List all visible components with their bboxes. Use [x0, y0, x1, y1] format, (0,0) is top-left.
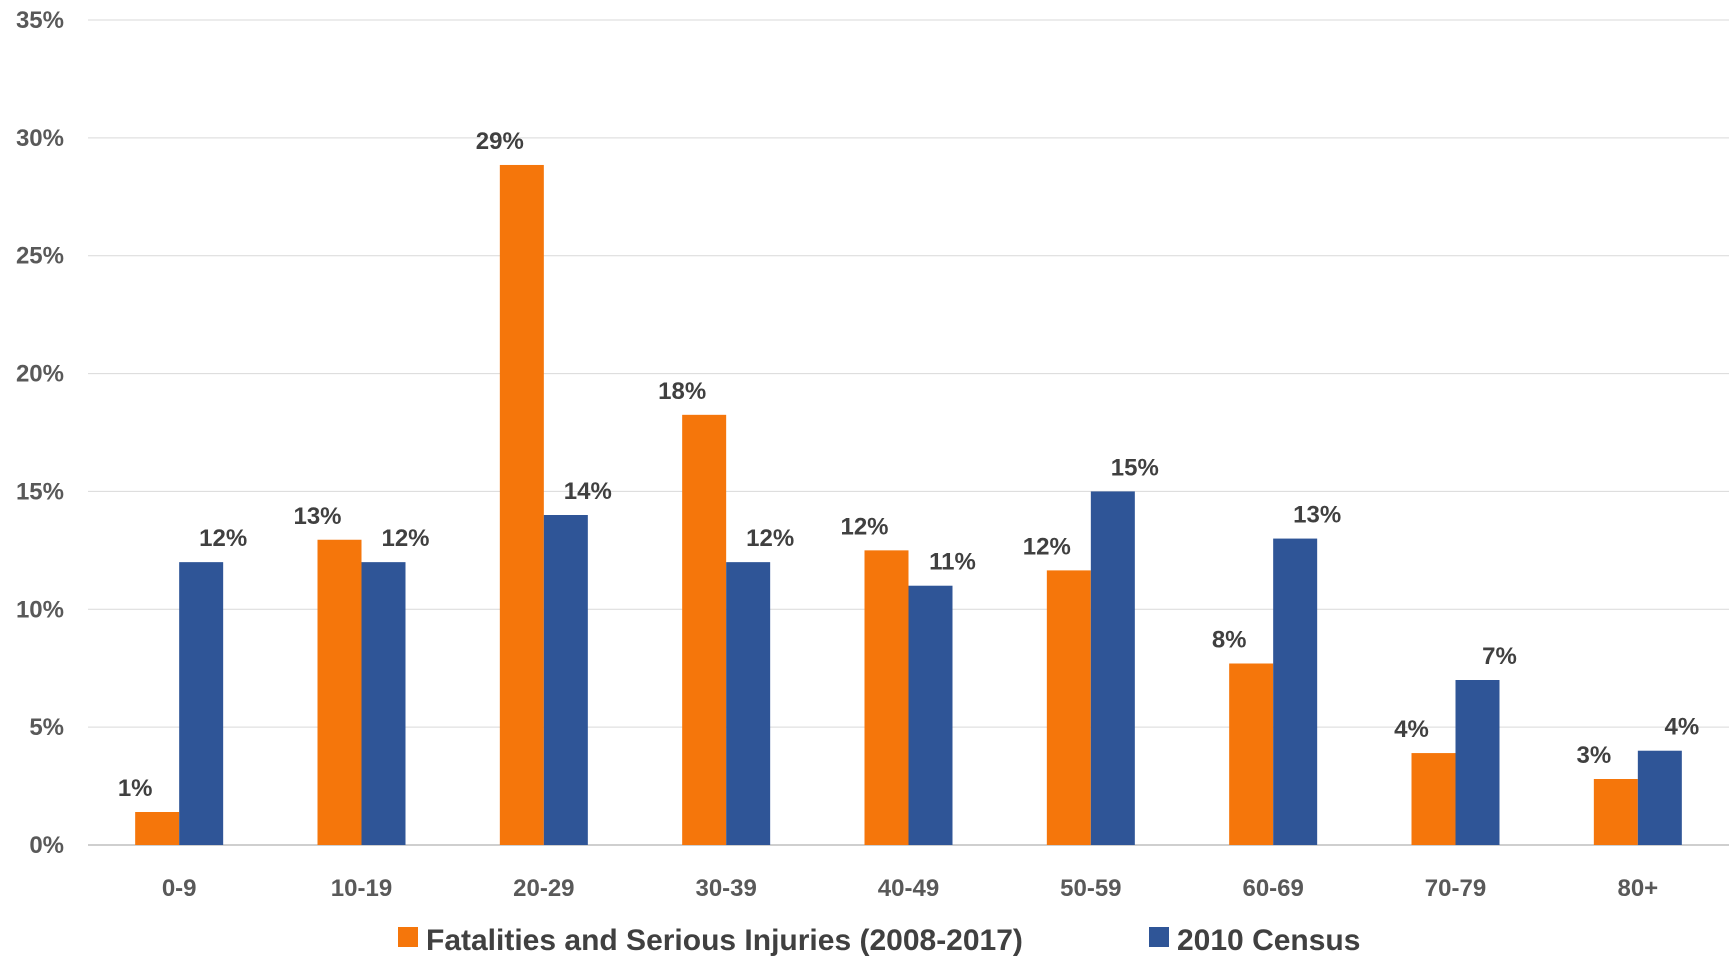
data-label: 12%: [381, 525, 429, 552]
data-label: 14%: [564, 478, 612, 505]
y-tick-label: 35%: [16, 7, 64, 34]
data-label: 12%: [199, 525, 247, 552]
data-label: 4%: [1664, 714, 1699, 741]
data-label: 12%: [840, 513, 888, 540]
bar: [864, 550, 909, 845]
bar: [361, 562, 406, 845]
y-tick-label: 25%: [16, 243, 64, 270]
bar: [1229, 663, 1274, 845]
data-label: 12%: [746, 525, 794, 552]
x-tick-label: 10-19: [331, 875, 392, 902]
data-label: 15%: [1111, 454, 1159, 481]
y-tick-label: 30%: [16, 125, 64, 152]
x-tick-label: 30-39: [695, 875, 756, 902]
bar: [1637, 750, 1682, 845]
legend-label: 2010 Census: [1177, 924, 1360, 957]
bar: [1593, 779, 1638, 845]
x-tick-label: 20-29: [513, 875, 574, 902]
data-label: 8%: [1212, 627, 1247, 654]
data-label: 29%: [476, 128, 524, 155]
bar: [179, 562, 224, 845]
bar: [1455, 680, 1500, 845]
y-tick-label: 5%: [29, 714, 64, 741]
bar: [317, 539, 362, 845]
y-tick-label: 0%: [29, 832, 64, 859]
legend-swatch: [1149, 927, 1169, 947]
bar: [543, 515, 588, 845]
bar: [1273, 538, 1318, 845]
bar: [682, 414, 727, 845]
legend: Fatalities and Serious Injuries (2008-20…: [398, 924, 1360, 957]
legend-swatch: [398, 927, 418, 947]
data-label: 4%: [1394, 716, 1429, 743]
x-tick-label: 40-49: [878, 875, 939, 902]
x-axis: 0-9 10-19 20-29 30-39 40-49 50-59 60-69 70-79 80…: [162, 875, 1658, 902]
x-tick-label: 0-9: [162, 875, 197, 902]
x-tick-label: 50-59: [1060, 875, 1121, 902]
data-label: 11%: [929, 549, 976, 576]
data-label: 12%: [1023, 533, 1071, 560]
y-tick-label: 20%: [16, 361, 64, 388]
data-label: 18%: [658, 378, 706, 405]
data-labels: 1% 12% 13% 12% 29% 14% 18% 12% 12% 11% 12% 15% 8% 13%…: [118, 128, 1699, 802]
bar: [1090, 491, 1135, 845]
data-label: 1%: [118, 775, 153, 802]
data-label: 13%: [293, 503, 341, 530]
legend-label: Fatalities and Serious Injuries (2008-20…: [426, 924, 1023, 957]
bars: [135, 164, 1682, 845]
x-tick-label: 70-79: [1425, 875, 1486, 902]
x-tick-label: 80+: [1617, 875, 1658, 902]
data-label: 3%: [1576, 742, 1611, 769]
data-label: 13%: [1293, 502, 1341, 529]
bar: [499, 164, 544, 845]
x-tick-label: 60-69: [1242, 875, 1303, 902]
y-axis: 0% 5% 10% 15% 20% 25% 30% 35%: [16, 7, 64, 859]
bar: [1046, 570, 1091, 845]
y-tick-label: 15%: [16, 478, 64, 505]
bar: [1411, 753, 1456, 845]
data-label: 7%: [1482, 643, 1517, 670]
bar: [726, 562, 771, 845]
bar: [135, 812, 180, 845]
y-tick-label: 10%: [16, 596, 64, 623]
bar: [908, 585, 953, 845]
